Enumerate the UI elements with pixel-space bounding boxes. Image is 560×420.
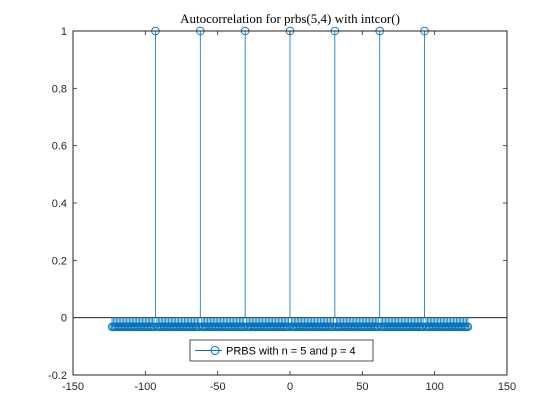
y-tick-label: 0 <box>61 313 67 325</box>
data-point-marker <box>463 322 473 332</box>
x-tick-label: -50 <box>210 381 226 393</box>
y-tick-label: 0.4 <box>52 198 67 210</box>
y-tick-label: 0.8 <box>52 83 67 95</box>
x-tick-label: 150 <box>498 381 516 393</box>
x-tick-label: -100 <box>134 381 156 393</box>
chart-title: Autocorrelation for prbs(5,4) with intco… <box>180 11 400 26</box>
legend-marker-icon <box>210 346 220 355</box>
x-tick-label: 100 <box>425 381 443 393</box>
x-tick-label: 50 <box>356 381 368 393</box>
y-tick-label: -0.2 <box>48 370 67 382</box>
y-tick-label: 0.2 <box>52 255 67 267</box>
x-tick-label: 0 <box>287 381 293 393</box>
legend-entry-label: PRBS with n = 5 and p = 4 <box>226 346 356 358</box>
y-tick-label: 0.6 <box>52 141 67 153</box>
legend-box <box>189 339 374 362</box>
x-tick-label: -150 <box>62 381 84 393</box>
y-tick-label: 1 <box>61 26 67 38</box>
legend[interactable]: PRBS with n = 5 and p = 4 <box>189 339 374 362</box>
